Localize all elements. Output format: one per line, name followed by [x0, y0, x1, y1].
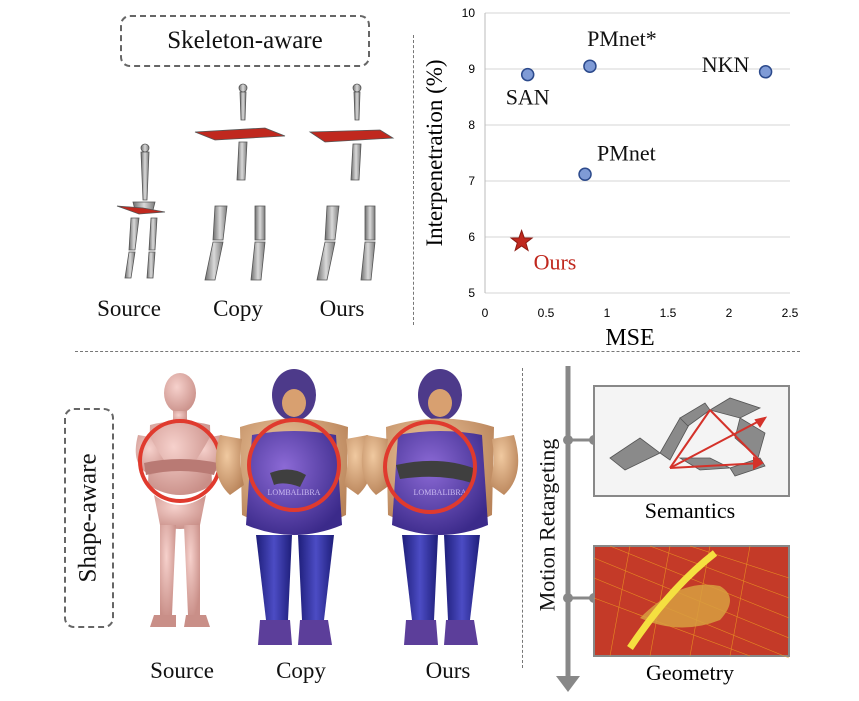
ours-chest-text: LOMBALIBRA: [414, 488, 467, 497]
chart-xlabel: MSE: [605, 325, 654, 350]
shape-aware-label: Shape-aware: [64, 408, 114, 628]
point-label-pmnet: PMnet: [597, 140, 656, 165]
skeleton-aware-label: Skeleton-aware: [120, 15, 370, 67]
source-skeleton: [116, 143, 166, 279]
x-tick-label: 1.5: [660, 306, 677, 320]
ours-luchador: LOMBALIBRA: [361, 369, 519, 645]
y-tick-label: 9: [468, 62, 475, 76]
x-tick-label: 0.5: [538, 306, 555, 320]
x-tick-label: 2: [726, 306, 733, 320]
skeleton-aware-text: Skeleton-aware: [167, 27, 323, 54]
ours-skeleton: [308, 83, 395, 281]
geometry-label: Geometry: [646, 660, 734, 685]
point-label-ours: Ours: [534, 249, 577, 274]
point-ours-marker: [509, 229, 534, 252]
point-marker-pmnet: [583, 59, 597, 73]
character-figures: LOMBALIBRA LOMBALIBRA: [135, 369, 519, 645]
y-tick-label: 6: [468, 230, 475, 244]
point-label-pmnet: PMnet*: [587, 26, 657, 51]
chart-points: SAN PMnet* NKN PMnet Ours: [506, 26, 773, 274]
semantics-label: Semantics: [645, 498, 735, 523]
top-caption-source: Source: [97, 296, 161, 321]
x-tick-label: 0: [482, 306, 489, 320]
middle-divider: [75, 351, 800, 352]
chart-ticks: 5 6 7 8 9 10 0 0.5 1 1.5 2 2.5: [462, 6, 799, 320]
bottom-divider: [522, 368, 523, 668]
copy-luchador: LOMBALIBRA: [215, 369, 373, 645]
point-marker-pmnet: [578, 167, 592, 182]
top-caption-ours: Ours: [319, 296, 365, 321]
y-tick-label: 5: [468, 286, 475, 300]
point-marker-nkn: [758, 65, 773, 79]
skeleton-figures: [116, 83, 395, 281]
scatter-chart: 5 6 7 8 9 10 0 0.5 1 1.5 2 2.5 SAN PMnet* NKN PMnet Our…: [422, 6, 799, 350]
x-tick-label: 1: [604, 306, 611, 320]
semantics-arrows: [669, 409, 768, 470]
bottom-caption-ours: Ours: [425, 658, 471, 683]
top-divider: [413, 35, 414, 325]
chart-ylabel: Interpenetration (%): [422, 59, 447, 246]
source-mannequin: [135, 373, 225, 627]
y-tick-label: 10: [462, 6, 476, 20]
motion-retargeting-label: Motion Retargeting: [492, 439, 602, 612]
point-label-san: SAN: [506, 85, 550, 110]
motion-retargeting-diagram: Semantics Geometry: [556, 366, 790, 692]
x-tick-label: 2.5: [782, 306, 799, 320]
copy-chest-text: LOMBALIBRA: [268, 488, 321, 497]
y-tick-label: 8: [468, 118, 475, 132]
point-marker-san: [520, 67, 535, 82]
motion-retargeting-text: Motion Retargeting: [534, 438, 559, 612]
chart-grid: [484, 12, 790, 294]
copy-skeleton: [194, 83, 286, 281]
top-caption-copy: Copy: [213, 296, 263, 321]
bottom-caption-copy: Copy: [276, 658, 326, 683]
shape-aware-text: Shape-aware: [75, 453, 102, 583]
point-label-nkn: NKN: [702, 52, 750, 77]
bottom-caption-source: Source: [150, 658, 214, 683]
y-tick-label: 7: [468, 174, 475, 188]
